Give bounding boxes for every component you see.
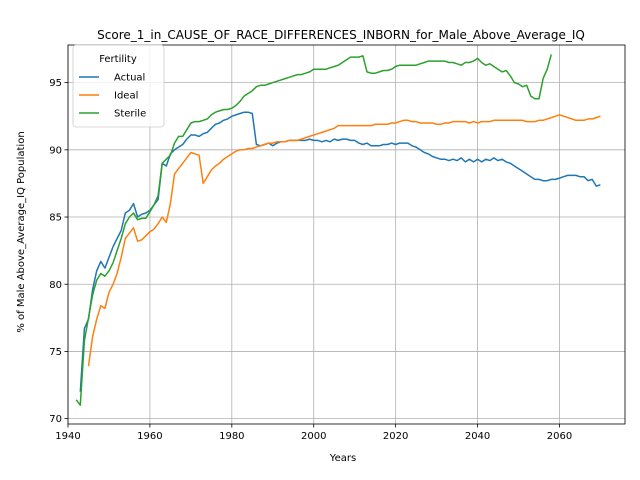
- x-tick-label: 2020: [383, 431, 408, 442]
- y-tick-label: 90: [49, 145, 62, 156]
- legend: Fertility Actual Ideal Sterile: [73, 45, 164, 127]
- chart-title: Score_1_in_CAUSE_OF_RACE_DIFFERENCES_INB…: [97, 28, 585, 42]
- x-tick-label: 2000: [301, 431, 326, 442]
- x-tick-label: 1960: [137, 431, 162, 442]
- y-axis-label: % of Male Above_Average_IQ Population: [16, 131, 27, 332]
- x-tick-label: 2060: [547, 431, 572, 442]
- legend-label-ideal: Ideal: [114, 91, 138, 102]
- x-tick-label: 1980: [219, 431, 244, 442]
- x-tick-label: 2040: [465, 431, 490, 442]
- x-axis-label: Years: [329, 453, 356, 464]
- y-tick-label: 95: [49, 78, 62, 89]
- y-tick-label: 85: [49, 213, 62, 224]
- legend-label-sterile: Sterile: [114, 109, 146, 120]
- y-tick-label: 70: [49, 414, 62, 425]
- legend-title: Fertility: [99, 54, 137, 65]
- legend-label-actual: Actual: [114, 73, 145, 84]
- y-tick-label: 75: [49, 347, 62, 358]
- y-tick-label: 80: [49, 280, 62, 291]
- x-tick-label: 1940: [55, 431, 80, 442]
